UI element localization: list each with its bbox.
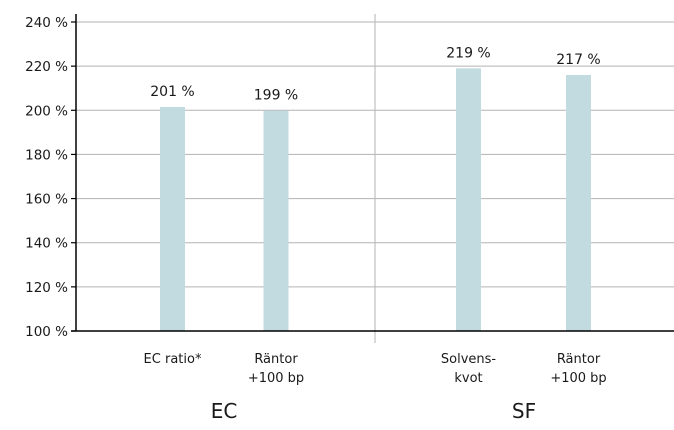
- y-tick-label: 220 %: [25, 59, 68, 75]
- axes: [71, 14, 674, 343]
- category-label: Solvens-: [441, 352, 497, 367]
- bar: [263, 110, 289, 331]
- category-label: +100 bp: [248, 371, 304, 386]
- data-label: 199 %: [254, 88, 298, 104]
- y-tick-label: 240 %: [25, 15, 68, 31]
- y-axis-ticks: 100 % 120 % 140 % 160 % 180 % 200 % 220 % 240 %: [25, 15, 76, 340]
- y-tick-label: 100 %: [25, 324, 68, 340]
- data-label: 201 %: [150, 84, 194, 100]
- y-tick-label: 160 %: [25, 192, 68, 208]
- category-label: Räntor: [254, 352, 298, 367]
- bars: [160, 68, 591, 331]
- bar: [566, 74, 591, 331]
- group-labels: EC SF: [211, 399, 536, 423]
- data-label: 219 %: [446, 45, 490, 61]
- data-labels: 201 % 199 % 219 % 217 %: [150, 45, 600, 103]
- y-tick-label: 180 %: [25, 147, 68, 163]
- category-labels: EC ratio* Räntor +100 bp Solvens-kvot Räntor…: [144, 352, 607, 386]
- bar: [160, 106, 185, 331]
- category-label: EC ratio*: [144, 352, 202, 367]
- category-label: kvot: [454, 371, 482, 386]
- y-tick-label: 140 %: [25, 236, 68, 252]
- y-tick-label: 200 %: [25, 103, 68, 119]
- category-label: Räntor: [557, 352, 601, 367]
- data-label: 217 %: [556, 52, 600, 68]
- y-tick-label: 120 %: [25, 280, 68, 296]
- bar: [456, 68, 481, 331]
- category-label: +100 bp: [550, 371, 606, 386]
- group-label: SF: [512, 399, 536, 423]
- group-label: EC: [211, 399, 238, 423]
